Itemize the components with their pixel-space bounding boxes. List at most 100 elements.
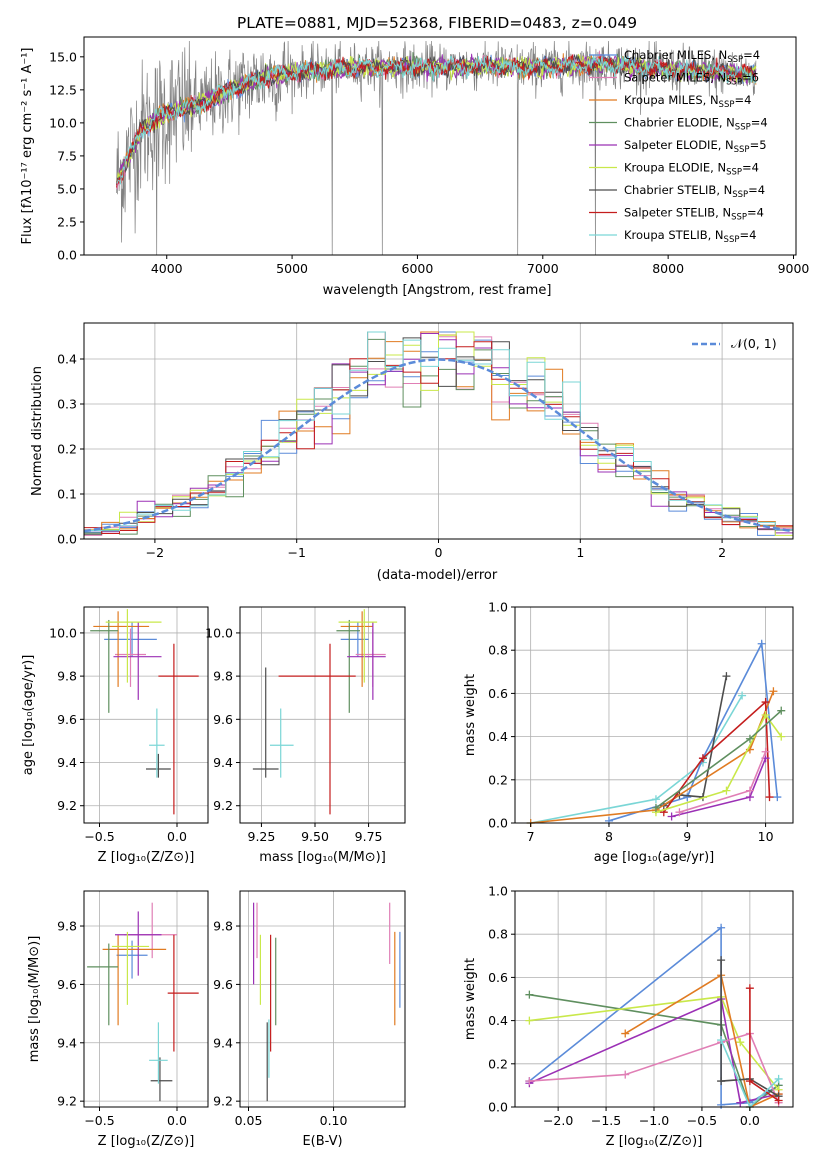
legend-label-subscript: SSP	[732, 190, 748, 200]
mass-weight-marker-salpeter-stelib	[745, 1077, 754, 1086]
massweight-vs-age-panel: 7 8 9 10 0.0 0.2 0.4 0.6 0.8 1.0 age [log₁₀(age/yr…	[463, 600, 794, 865]
spectrum-ytick-label: 15.0	[49, 49, 77, 64]
model-spectrum-kroupa-stelib	[116, 55, 757, 185]
mass-weight-marker-chabrier-miles	[717, 923, 726, 932]
panel-ytick-label: 0.6	[488, 970, 508, 985]
spectrum-xtick-label: 9000	[778, 261, 810, 276]
mass-weight-marker-salpeter-elodie	[736, 1098, 745, 1107]
panel-ytick-label: 10.0	[49, 625, 77, 640]
panel-ytick-label: 0.2	[488, 772, 508, 787]
histogram-ytick-label: 0.3	[57, 397, 77, 412]
mass-weight-marker-salpeter-stelib	[698, 754, 707, 763]
panel-ytick-label: 9.6	[57, 712, 77, 727]
panel-ytick-label: 0.0	[488, 816, 508, 831]
mass-weight-marker-kroupa-stelib	[717, 1036, 726, 1045]
mass-weight-marker-salpeter-miles	[745, 786, 754, 795]
histogram-legend: 𝒩(0, 1)	[692, 336, 777, 351]
legend-label-subscript: SSP	[724, 235, 740, 245]
panel-ytick-label: 9.2	[57, 1094, 77, 1109]
legend-label-text: Kroupa MILES, N	[624, 93, 719, 107]
panel-xlabel: Z [log₁₀(Z/Z⊙)]	[98, 850, 195, 865]
panel-xtick-label: 10	[758, 829, 774, 844]
legend-label-text: Salpeter MILES, N	[624, 71, 726, 85]
spectrum-ylabel: Flux [fλ10⁻¹⁷ erg cm⁻² s⁻¹ A⁻¹]	[20, 48, 35, 245]
mass-weight-marker-chabrier-elodie	[745, 734, 754, 743]
panel-xlabel: age [log₁₀(age/yr)]	[594, 850, 715, 865]
legend-label-subscript: SSP	[726, 168, 742, 178]
panel-ytick-label: 9.8	[213, 919, 233, 934]
panel-axes-frame	[83, 890, 209, 1108]
normal-reference-curve	[83, 358, 794, 533]
spectrum-panel: PLATE=0881, MJD=52368, FIBERID=0483, z=0…	[20, 14, 809, 298]
legend-label-chabrier-miles: Chabrier MILES, NSSP=4	[624, 48, 760, 65]
histogram-xtick-label: 0	[435, 545, 443, 560]
histogram-xtick-label: −1	[287, 545, 305, 560]
mass-weight-marker-chabrier-stelib	[722, 672, 731, 681]
mass-weight-marker-kroupa-elodie	[777, 732, 786, 741]
panel-xtick-label: −0.5	[84, 829, 114, 844]
mass-weight-line-kroupa-elodie	[655, 713, 782, 813]
mass-weight-marker-chabrier-elodie	[525, 990, 534, 999]
mass-weight-marker-chabrier-stelib	[717, 1077, 726, 1086]
panel-ytick-label: 0.2	[488, 1056, 508, 1071]
mass-weight-marker-salpeter-stelib	[745, 984, 754, 993]
mass-weight-marker-salpeter-elodie	[667, 812, 676, 821]
panel-ytick-label: 9.2	[57, 798, 77, 813]
histogram-step-kroupa-stelib	[84, 331, 793, 532]
panel-ytick-label: 9.4	[57, 755, 77, 770]
spectrum-xtick-label: 6000	[402, 261, 434, 276]
legend-label-salpeter-miles: Salpeter MILES, NSSP=6	[624, 71, 759, 88]
legend-label-count: =4	[739, 228, 756, 242]
spectrum-ytick-label: 10.0	[49, 115, 77, 130]
mass-weight-line-chabrier-elodie	[529, 993, 780, 1109]
legend-label-count: =4	[743, 48, 760, 62]
panel-ytick-label: 9.4	[213, 755, 233, 770]
mass-weight-marker-kroupa-miles	[621, 1029, 630, 1038]
legend-label-text: Kroupa ELODIE, N	[624, 161, 726, 175]
histogram-ytick-label: 0.1	[57, 487, 77, 502]
legend-label-subscript: SSP	[719, 100, 735, 110]
panel-xtick-label: −0.5	[84, 1113, 114, 1128]
panel-axes-frame	[83, 606, 209, 824]
panel-ytick-label: 9.6	[213, 977, 233, 992]
spectrum-xtick-label: 5000	[276, 261, 308, 276]
histogram-plot-area	[83, 323, 794, 540]
panel-axes-frame	[514, 606, 794, 824]
panel-ylabel: mass weight	[463, 674, 478, 756]
histogram-ticks: −2 −1 0 1 2 0.0 0.1 0.2 0.3 0.4	[57, 352, 726, 561]
panel-xtick-label: 0.0	[167, 829, 187, 844]
legend-label-count: =4	[748, 183, 765, 197]
histogram-ytick-label: 0.4	[57, 352, 77, 367]
mass-weight-marker-chabrier-stelib	[717, 956, 726, 965]
spectrum-xtick-label: 8000	[652, 261, 684, 276]
panel-xlabel: Z [log₁₀(Z/Z⊙)]	[98, 1134, 195, 1149]
legend-label-subscript: SSP	[734, 145, 750, 155]
legend-label-count: =4	[747, 206, 764, 220]
mass-weight-marker-kroupa-stelib	[774, 1074, 783, 1083]
mass-weight-marker-kroupa-elodie	[525, 1016, 534, 1025]
legend-label-subscript: SSP	[726, 78, 742, 88]
panel-ytick-label: 0.4	[488, 729, 508, 744]
legend-label-count: =4	[734, 93, 751, 107]
panel-xlabel: E(B-V)	[302, 1134, 342, 1149]
panel-ylabel: mass weight	[463, 958, 478, 1040]
panel-xtick-label: 9.25	[248, 829, 276, 844]
age-vs-mass-panel: 9.25 9.50 9.75 9.2 9.4 9.6 9.8 10.0 mass [log₁₀(…	[205, 606, 406, 865]
mass-weight-marker-chabrier-miles	[717, 1100, 726, 1109]
mass-weight-marker-kroupa-elodie	[761, 711, 770, 719]
mass-weight-line-salpeter-stelib	[663, 700, 771, 813]
legend-label-count: =4	[742, 161, 759, 175]
mass-weight-marker-kroupa-stelib	[738, 691, 747, 700]
legend-label-text: Salpeter STELIB, N	[624, 206, 731, 220]
legend-label-kroupa-miles: Kroupa MILES, NSSP=4	[624, 93, 751, 110]
legend-label-chabrier-stelib: Chabrier STELIB, NSSP=4	[624, 183, 765, 200]
panel-xtick-label: −0.5	[687, 1113, 717, 1128]
panel-xtick-label: −2.0	[543, 1113, 573, 1128]
residual-histogram-panel: −2 −1 0 1 2 0.0 0.1 0.2 0.3 0.4 (data-model)/erro…	[30, 322, 794, 583]
panel-xtick-label: 9.50	[301, 829, 329, 844]
panel-ylabel: mass [log₁₀(M/M⊙)]	[27, 936, 42, 1063]
histogram-xtick-label: −2	[146, 545, 164, 560]
legend-label-text: Chabrier ELODIE, N	[624, 116, 735, 130]
